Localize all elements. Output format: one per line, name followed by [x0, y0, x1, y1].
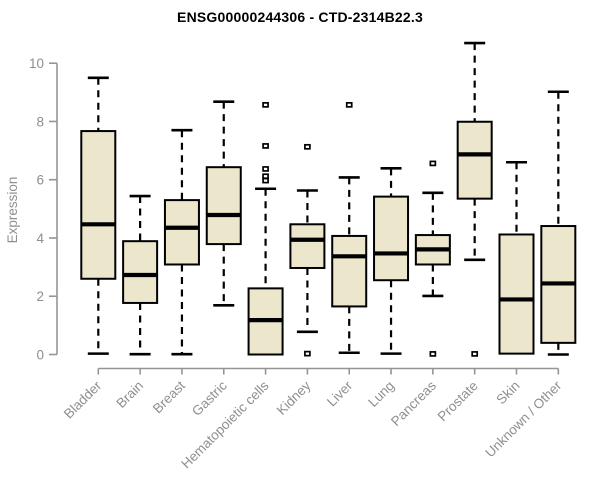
boxplot-group-brain [122, 194, 159, 356]
box-rect [373, 195, 410, 282]
x-tick-label-pancreas: Pancreas [388, 378, 439, 429]
boxplot-group-bladder [80, 76, 117, 355]
boxplot-group-kidney [289, 143, 326, 357]
outlier-point [304, 143, 311, 150]
boxplot-group-hematopoietic-cells [247, 102, 284, 356]
x-tick-label-prostate: Prostate [435, 378, 481, 424]
x-tick-label-skin: Skin [493, 378, 522, 407]
box-rect [80, 130, 117, 280]
x-tick-label-unknown-other: Unknown / Other [482, 378, 565, 461]
outlier-point [429, 160, 437, 167]
y-tick-label: 10 [29, 56, 44, 71]
outlier-point [262, 177, 269, 184]
chart-title: ENSG00000244306 - CTD-2314B22.3 [177, 9, 423, 25]
box-rect [205, 166, 242, 246]
outlier-point [471, 351, 479, 357]
box-rect [289, 223, 326, 269]
outlier-point [262, 143, 269, 149]
x-tick-label-bladder: Bladder [61, 378, 105, 422]
outlier-point [304, 350, 311, 357]
boxplot-group-breast [163, 128, 200, 356]
x-tick-label-breast: Breast [150, 378, 188, 416]
y-tick-label: 0 [36, 348, 44, 363]
box-rect [163, 199, 200, 266]
y-axis-title: Expression [5, 177, 20, 244]
y-tick-label: 4 [36, 231, 44, 246]
x-tick-label-brain: Brain [113, 378, 146, 411]
box-rect [331, 234, 368, 308]
y-tick-label: 6 [36, 173, 44, 188]
x-tick-label-gastric: Gastric [189, 378, 230, 419]
box-rect [498, 233, 535, 355]
outlier-point [262, 173, 269, 180]
boxplot-group-lung [373, 167, 410, 355]
boxplot-group-pancreas [414, 160, 451, 357]
outlier-point [262, 102, 269, 108]
outlier-point [345, 102, 353, 108]
x-tick-label-liver: Liver [324, 378, 356, 410]
box-rect [456, 120, 493, 200]
x-tick-label-lung: Lung [365, 378, 397, 410]
boxplot-group-prostate [456, 41, 493, 357]
boxplot-group-unknown-other [540, 90, 577, 356]
box-rect [122, 240, 159, 304]
boxplot-group-gastric [205, 100, 242, 307]
y-tick-label: 8 [36, 114, 44, 129]
boxplot-group-skin [498, 160, 535, 355]
boxplot-group-liver [331, 102, 368, 355]
x-tick-label-kidney: Kidney [274, 378, 314, 418]
y-axis: 0 2 4 6 8 10 Expression [5, 56, 58, 363]
y-tick-label: 2 [36, 289, 44, 304]
outlier-point [429, 351, 437, 357]
outlier-point [262, 166, 269, 172]
